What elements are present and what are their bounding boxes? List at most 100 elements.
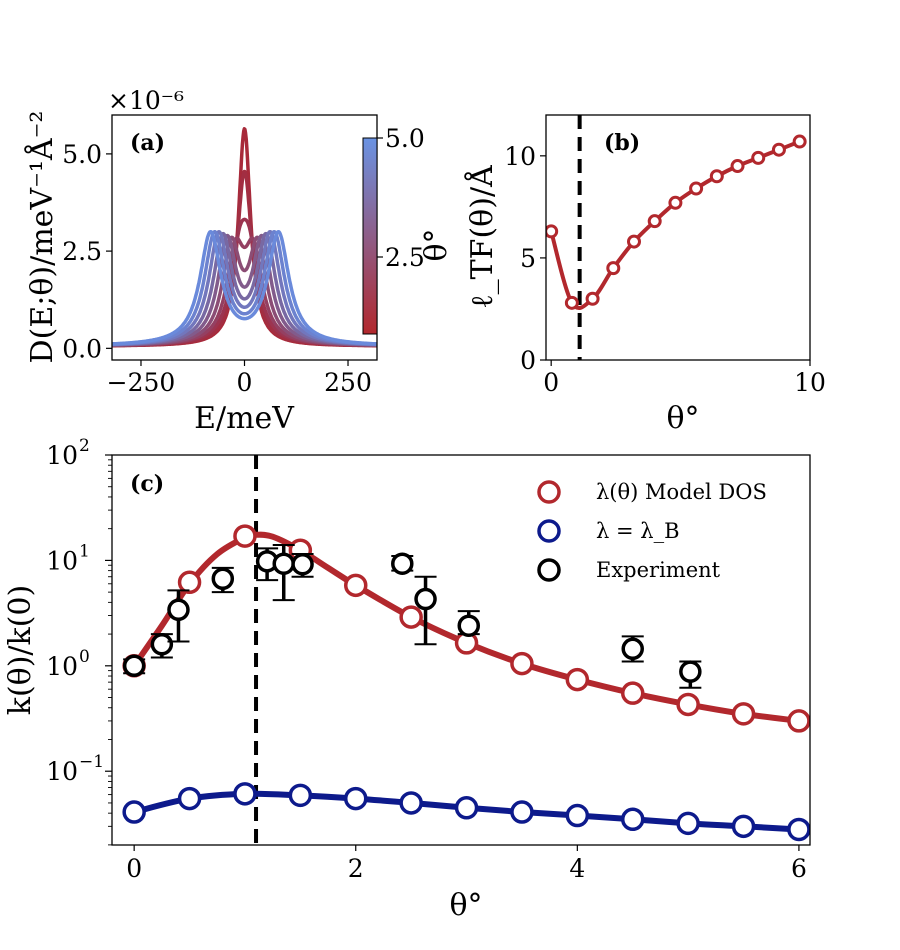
b-y-tick-label: 0	[520, 346, 536, 375]
dos-curve-4	[112, 235, 377, 347]
dos-curve-2	[112, 217, 377, 348]
c-y-axis-label: k(θ)/k(0)	[3, 585, 38, 715]
c-point-model	[233, 524, 257, 548]
c-point-model	[399, 605, 423, 629]
c-point-lambda-b	[620, 807, 645, 832]
b-point	[792, 134, 807, 149]
c-legend: λ(θ) Model DOS λ = λ_B Experiment	[537, 480, 767, 582]
c-point-model	[731, 702, 756, 726]
exp-point	[211, 567, 235, 590]
c-x-tick-label: 2	[348, 854, 364, 883]
b-point	[627, 234, 641, 249]
b-panel-label: (b)	[604, 130, 640, 156]
c-point-lambda-b	[177, 786, 202, 811]
c-point-model	[620, 681, 645, 705]
b-point	[546, 224, 559, 239]
a-x-tick-label: −250	[107, 368, 176, 397]
a-x-tick-label: 250	[324, 368, 372, 397]
c-point-lambda-b	[731, 814, 756, 839]
exp-point	[150, 633, 174, 656]
b-point	[771, 142, 786, 157]
c-panel-label: (c)	[130, 471, 164, 497]
a-y-tick-label: 2.5	[62, 237, 102, 266]
c-y-tick-label: 10	[46, 652, 78, 681]
b-point	[606, 261, 621, 276]
c-point-lambda-b	[122, 800, 146, 824]
b-point	[709, 169, 724, 184]
c-point-lambda-b	[288, 783, 313, 808]
c-y-tick-exponent: 2	[79, 436, 90, 456]
c-y-tick-label: 10	[46, 441, 78, 470]
exp-point	[621, 637, 644, 661]
colorbar-label: θ°	[419, 228, 454, 261]
exp-point	[391, 552, 414, 575]
colorbar-tick-2-5: 2.5	[385, 243, 425, 272]
c-x-tick-label: 6	[791, 854, 807, 883]
b-y-axis-label: ℓ_TF(θ)/Å	[464, 165, 500, 309]
b-point	[668, 195, 683, 210]
c-point-model	[343, 573, 368, 598]
a-x-axis-label: E/meV	[194, 401, 295, 436]
a-panel-label: (a)	[130, 130, 165, 156]
dos-curve-6	[112, 231, 377, 347]
c-x-tick-label: 4	[569, 854, 585, 883]
c-point-lambda-b	[510, 800, 534, 824]
b-point	[689, 181, 704, 196]
c-point-model	[565, 667, 590, 692]
c-point-lambda-b	[454, 796, 479, 820]
legend-label-experiment: Experiment	[596, 558, 721, 582]
c-point-lambda-b	[676, 811, 700, 836]
c-y-tick-label: 10	[46, 546, 78, 575]
c-point-model	[787, 709, 810, 733]
c-point-lambda-b	[343, 786, 368, 811]
a-y-axis-label: D(E;θ)/meV⁻¹Å⁻²	[24, 111, 60, 364]
b-y-tick-label: 10	[504, 142, 536, 171]
a-y-tick-label: 5.0	[62, 140, 102, 169]
exp-point	[167, 598, 190, 622]
c-x-tick-label: 0	[126, 854, 142, 883]
legend-label-lambda-b: λ = λ_B	[596, 519, 680, 543]
exp-point	[457, 614, 481, 637]
b-x-tick-label: 10	[794, 368, 826, 397]
exp-point	[291, 552, 314, 576]
c-point-model	[676, 692, 700, 717]
b-point	[730, 159, 745, 174]
b-point	[564, 295, 579, 310]
c-point-model	[510, 651, 534, 676]
b-point	[647, 214, 662, 229]
b-y-tick-label: 5	[520, 244, 536, 273]
a-y-multiplier: ×10⁻⁶	[108, 86, 184, 115]
dos-curve-9	[112, 229, 377, 346]
c-point-lambda-b	[233, 782, 257, 806]
exp-point	[414, 587, 437, 611]
legend-marker-lambda-b	[537, 519, 561, 543]
a-x-tick-label: 0	[237, 368, 253, 397]
colorbar-tick-5: 5.0	[385, 124, 425, 153]
c-y-tick-exponent: 0	[79, 647, 90, 667]
legend-label-model: λ(θ) Model DOS	[596, 480, 767, 504]
c-y-tick-exponent: −1	[79, 752, 104, 772]
b-curve	[549, 139, 801, 310]
c-y-tick-exponent: 1	[79, 541, 90, 561]
b-x-axis-label: θ°	[666, 401, 699, 436]
exp-point	[122, 654, 146, 678]
b-x-tick-label: 0	[543, 368, 559, 397]
c-y-tick-label: 10	[46, 757, 78, 786]
b-point	[751, 150, 766, 165]
panel-b: 0 10 0 5 10 (b) θ° ℓ_TF(θ)/Å	[464, 114, 826, 436]
legend-marker-experiment	[537, 558, 561, 582]
c-point-model	[177, 570, 202, 595]
dos-curve-5	[112, 233, 377, 347]
dos-curve-3	[112, 236, 377, 348]
exp-point	[679, 660, 702, 683]
c-point-lambda-b	[787, 817, 810, 842]
legend-marker-model	[537, 480, 561, 504]
c-point-lambda-b	[565, 803, 590, 828]
a-y-tick-label: 0.0	[62, 334, 102, 363]
c-x-axis-label: θ°	[449, 888, 482, 923]
b-point	[585, 291, 600, 306]
exp-point	[272, 552, 295, 575]
a-colorbar	[362, 137, 378, 335]
